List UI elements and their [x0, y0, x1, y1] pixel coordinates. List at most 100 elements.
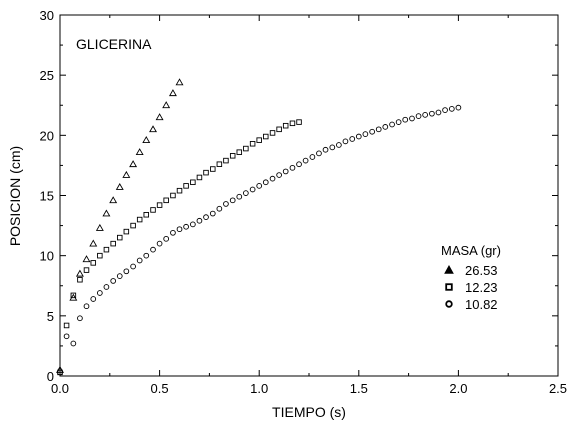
legend-marker-square: [445, 283, 453, 291]
data-point: [442, 107, 448, 113]
data-point: [149, 125, 158, 133]
data-point: [103, 246, 110, 253]
data-point: [236, 193, 243, 200]
data-point: [170, 229, 176, 236]
y-tick-label: 5: [47, 309, 54, 324]
data-point: [90, 260, 97, 266]
data-point: [342, 138, 349, 145]
data-point: [77, 276, 83, 283]
data-point: [203, 169, 209, 176]
x-tick-label: 1.0: [250, 381, 268, 396]
data-point: [129, 160, 138, 168]
data-point: [209, 210, 216, 217]
chart-annotation: GLICERINA: [76, 36, 152, 52]
y-tick-label: 25: [40, 68, 54, 83]
data-point: [63, 333, 70, 340]
data-point: [262, 179, 269, 186]
data-point: [156, 202, 163, 208]
data-point: [95, 223, 104, 231]
data-point: [176, 226, 183, 233]
data-point: [163, 197, 169, 204]
data-point: [375, 126, 382, 133]
data-point: [143, 212, 150, 218]
data-point: [355, 133, 362, 140]
legend-label: 26.53: [465, 263, 498, 278]
data-point: [150, 207, 156, 213]
y-tick-label: 0: [47, 369, 54, 384]
data-point: [162, 101, 171, 109]
data-point: [183, 223, 189, 230]
data-point: [336, 142, 342, 148]
data-point: [176, 187, 183, 194]
data-point: [63, 322, 70, 329]
data-point: [256, 183, 263, 189]
data-markers: [56, 78, 462, 376]
data-point: [243, 145, 249, 152]
data-point: [448, 106, 455, 112]
data-point: [190, 221, 196, 228]
legend-label: 10.82: [465, 297, 498, 312]
data-point: [455, 104, 462, 111]
data-point: [96, 290, 103, 296]
data-point: [429, 110, 435, 117]
data-point: [402, 116, 409, 123]
data-point: [389, 121, 395, 128]
data-point: [175, 78, 184, 86]
data-point: [142, 136, 151, 143]
data-point: [143, 252, 150, 259]
data-point: [170, 192, 176, 199]
data-point: [316, 150, 322, 157]
data-point: [77, 315, 83, 322]
data-point: [123, 228, 130, 235]
data-point: [263, 133, 269, 140]
data-point: [409, 115, 415, 122]
data-point: [249, 186, 256, 193]
data-point: [90, 296, 97, 302]
data-point: [136, 216, 143, 223]
data-point: [249, 141, 256, 147]
data-point: [216, 205, 223, 212]
data-point: [282, 168, 289, 175]
x-tick-label: 2.5: [549, 381, 567, 396]
data-point: [122, 170, 131, 178]
x-tick-label: 0.0: [51, 381, 69, 396]
data-point: [103, 284, 110, 290]
data-point: [362, 131, 369, 137]
data-point: [395, 119, 402, 125]
series-circle: [57, 104, 462, 376]
data-point: [83, 267, 90, 273]
x-tick-label: 2.0: [449, 381, 467, 396]
data-point: [123, 268, 130, 275]
data-point: [82, 255, 91, 263]
y-tick-label: 10: [40, 249, 54, 264]
x-axis-title: TIEMPO (s): [272, 404, 346, 420]
data-point: [109, 196, 118, 204]
data-point: [223, 201, 229, 207]
y-tick-label: 30: [40, 8, 54, 23]
data-point: [229, 197, 236, 204]
data-point: [269, 175, 276, 182]
data-point: [216, 161, 223, 167]
data-point: [56, 365, 64, 373]
data-point: [97, 252, 103, 259]
data-point: [422, 112, 428, 118]
plot-frame: [59, 14, 559, 377]
axis-tick-labels: 0.0 0.5 1.0 1.5 2.0 2.5 0 5 10 15 20 25 30: [40, 8, 567, 396]
series-square: [57, 119, 302, 376]
y-axis-title: POSICION (cm): [7, 146, 23, 246]
data-point: [83, 303, 90, 310]
y-tick-label: 15: [40, 189, 54, 204]
data-point: [130, 222, 136, 229]
data-point: [196, 174, 203, 181]
data-point: [223, 157, 229, 164]
data-point: [243, 190, 249, 196]
data-point: [296, 161, 302, 168]
legend-items: 26.53 12.23 10.82: [444, 263, 498, 312]
data-point: [110, 240, 116, 247]
data-point: [289, 164, 296, 171]
legend-label: 12.23: [465, 280, 498, 295]
data-point: [236, 149, 243, 155]
data-point: [329, 144, 336, 151]
data-point: [75, 269, 84, 277]
